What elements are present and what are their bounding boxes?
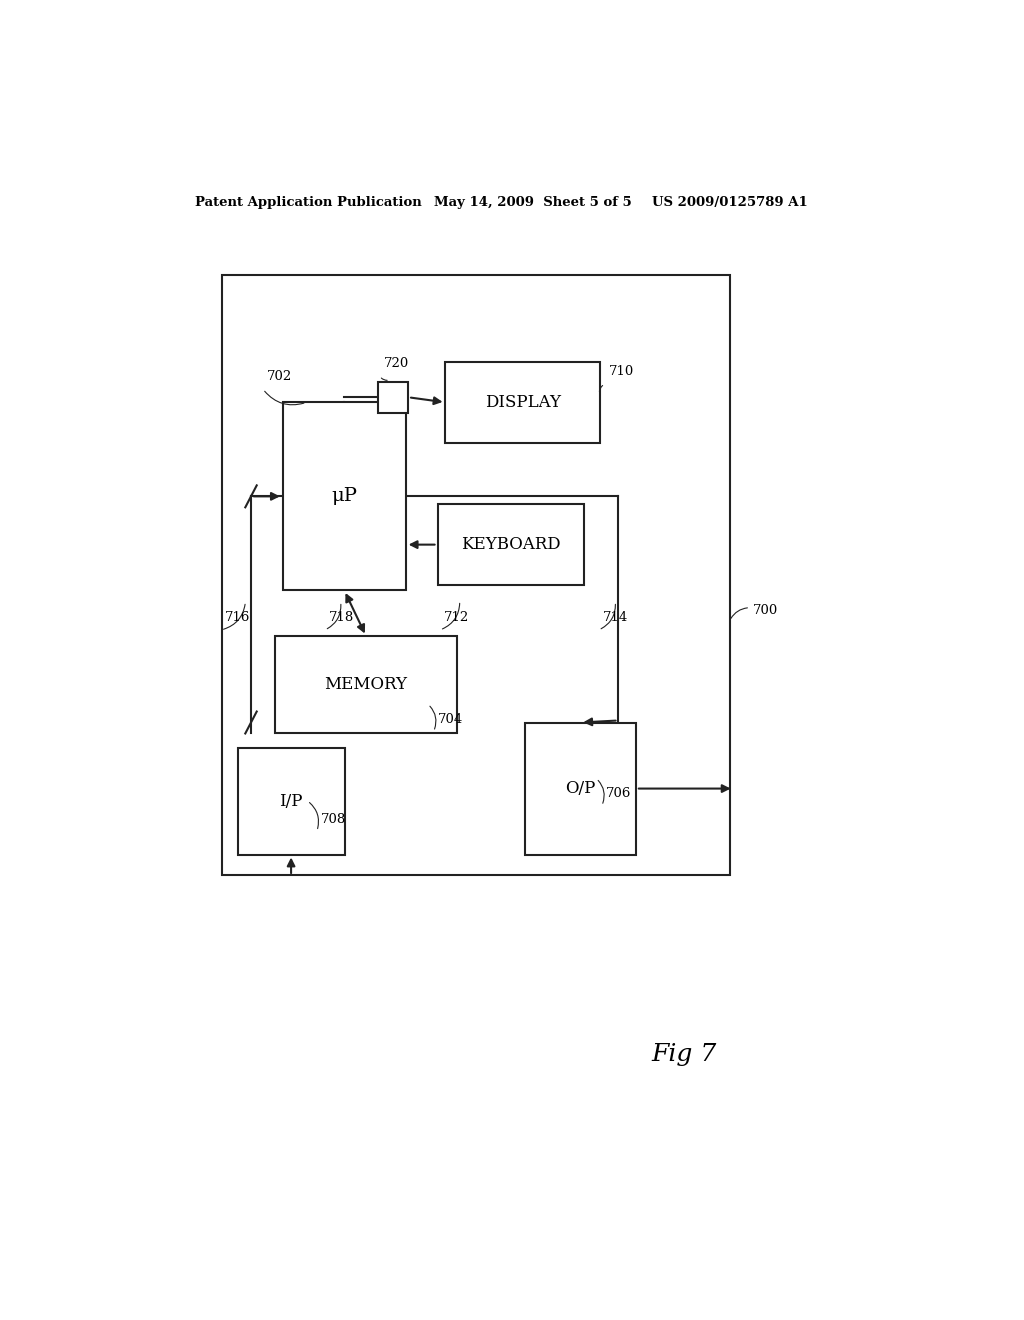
Bar — [274, 636, 458, 733]
Text: 718: 718 — [329, 611, 354, 624]
Text: 714: 714 — [602, 611, 628, 624]
Bar — [283, 403, 406, 590]
Text: 712: 712 — [443, 611, 469, 624]
Bar — [378, 381, 409, 412]
Text: 704: 704 — [437, 713, 463, 726]
Text: 708: 708 — [321, 813, 346, 825]
Text: 700: 700 — [754, 605, 778, 618]
Text: DISPLAY: DISPLAY — [484, 393, 561, 411]
Text: Fig 7: Fig 7 — [652, 1043, 717, 1067]
Text: KEYBOARD: KEYBOARD — [461, 536, 561, 553]
Text: O/P: O/P — [565, 780, 596, 797]
Text: Patent Application Publication: Patent Application Publication — [196, 195, 422, 209]
Bar — [221, 276, 729, 875]
Text: I/P: I/P — [280, 793, 303, 809]
Text: May 14, 2009  Sheet 5 of 5: May 14, 2009 Sheet 5 of 5 — [433, 195, 631, 209]
Text: MEMORY: MEMORY — [325, 676, 408, 693]
Bar — [524, 722, 636, 854]
Text: US 2009/0125789 A1: US 2009/0125789 A1 — [652, 195, 808, 209]
Text: 716: 716 — [225, 611, 250, 624]
Text: 710: 710 — [609, 366, 634, 379]
Text: 706: 706 — [606, 787, 631, 800]
Bar — [445, 362, 600, 444]
Text: μP: μP — [331, 487, 357, 506]
Bar — [437, 504, 585, 585]
Text: 702: 702 — [267, 371, 292, 383]
Bar — [238, 748, 345, 854]
Text: 720: 720 — [384, 358, 409, 370]
